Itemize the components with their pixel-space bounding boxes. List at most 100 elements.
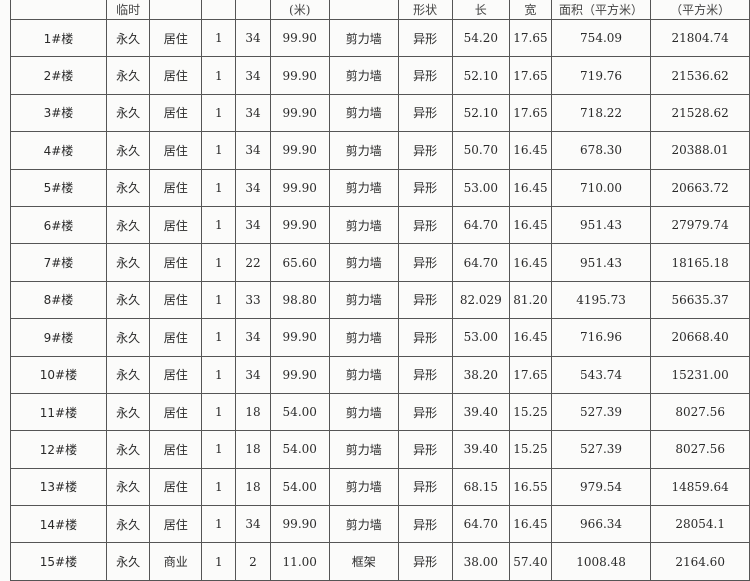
cell-structure: 剪力墙 xyxy=(328,355,399,394)
cell-total-area: 18165.18 xyxy=(650,243,750,282)
cell-total-area: 8027.56 xyxy=(650,392,750,432)
cell-base-area: 719.76 xyxy=(550,56,652,95)
table-row: 9#楼 永久 居住 1 34 99.90 剪力墙 异形 53.00 16.45 716.96 2066… xyxy=(10,318,750,357)
cell-total-area: 20668.40 xyxy=(650,318,750,357)
cell-base-area: 543.74 xyxy=(550,355,652,394)
cell-shape: 异形 xyxy=(397,205,453,245)
cell-structure: 剪力墙 xyxy=(328,467,399,507)
cell-count: 1 xyxy=(201,205,237,245)
cell-height: 54.00 xyxy=(269,467,330,507)
table-row: 11#楼 永久 居住 1 18 54.00 剪力墙 异形 39.40 15.25 527.39 802… xyxy=(10,392,750,432)
cell-width: 16.45 xyxy=(509,243,552,282)
header-height: (米) xyxy=(269,0,330,20)
cell-building-name: 8#楼 xyxy=(10,280,107,320)
cell-base-area: 710.00 xyxy=(550,168,652,207)
cell-use: 居住 xyxy=(149,430,203,469)
cell-height: 99.90 xyxy=(269,205,330,245)
cell-base-area: 951.43 xyxy=(550,205,652,245)
cell-use: 居住 xyxy=(149,355,203,394)
cell-structure: 剪力墙 xyxy=(328,56,399,95)
cell-permanence: 永久 xyxy=(105,131,151,170)
cell-base-area: 527.39 xyxy=(550,392,652,432)
cell-length: 53.00 xyxy=(451,168,511,207)
cell-permanence: 永久 xyxy=(105,392,151,432)
header-building-name xyxy=(10,0,107,20)
cell-height: 99.90 xyxy=(269,93,330,133)
cell-permanence: 永久 xyxy=(105,280,151,320)
cell-height: 54.00 xyxy=(269,430,330,469)
cell-building-name: 7#楼 xyxy=(10,243,107,282)
table-row: 15#楼 永久 商业 1 2 11.00 框架 异形 38.00 57.40 1008.48 2164… xyxy=(10,542,750,581)
header-base-area: 面积（平方米） xyxy=(550,0,652,20)
cell-permanence: 永久 xyxy=(105,205,151,245)
cell-width: 15.25 xyxy=(509,430,552,469)
table-row: 7#楼 永久 居住 1 22 65.60 剪力墙 异形 64.70 16.45 951.43 1816… xyxy=(10,243,750,282)
cell-width: 16.45 xyxy=(509,131,552,170)
cell-width: 16.45 xyxy=(509,168,552,207)
cell-permanence: 永久 xyxy=(105,467,151,507)
cell-floors: 34 xyxy=(235,56,271,95)
building-table: 临时 (米) 形状长宽面积（平方米） （平方米） 1#楼 永久 居住 1 34 99.90 剪力墙异… xyxy=(10,0,750,581)
cell-shape: 异形 xyxy=(397,392,453,432)
cell-building-name: 5#楼 xyxy=(10,168,107,207)
cell-structure: 剪力墙 xyxy=(328,205,399,245)
table-row: 13#楼 永久 居住 1 18 54.00 剪力墙 异形 68.15 16.55 979.54 148… xyxy=(10,467,750,507)
cell-count: 1 xyxy=(201,318,237,357)
cell-height: 99.90 xyxy=(269,56,330,95)
cell-count: 1 xyxy=(201,280,237,320)
header-floors xyxy=(235,0,271,20)
cell-structure: 剪力墙 xyxy=(328,18,399,58)
cell-building-name: 14#楼 xyxy=(10,505,107,544)
cell-length: 39.40 xyxy=(451,392,511,432)
cell-height: 99.90 xyxy=(269,168,330,207)
cell-shape: 异形 xyxy=(397,280,453,320)
cell-count: 1 xyxy=(201,131,237,170)
cell-structure: 剪力墙 xyxy=(328,430,399,469)
cell-length: 68.15 xyxy=(451,467,511,507)
cell-shape: 异形 xyxy=(397,430,453,469)
cell-width: 57.40 xyxy=(509,542,552,581)
cell-building-name: 9#楼 xyxy=(10,318,107,357)
cell-width: 15.25 xyxy=(509,392,552,432)
table-row: 6#楼 永久 居住 1 34 99.90 剪力墙 异形 64.70 16.45 951.43 2797… xyxy=(10,205,750,245)
cell-count: 1 xyxy=(201,56,237,95)
header-row: 临时 (米) 形状长宽面积（平方米） （平方米） xyxy=(10,0,750,20)
cell-total-area: 15231.00 xyxy=(650,355,750,394)
cell-structure: 剪力墙 xyxy=(328,243,399,282)
cell-shape: 异形 xyxy=(397,467,453,507)
cell-length: 53.00 xyxy=(451,318,511,357)
cell-building-name: 4#楼 xyxy=(10,131,107,170)
cell-structure: 框架 xyxy=(328,542,399,581)
cell-permanence: 永久 xyxy=(105,355,151,394)
cell-width: 16.45 xyxy=(509,318,552,357)
cell-height: 99.90 xyxy=(269,131,330,170)
cell-count: 1 xyxy=(201,542,237,581)
cell-use: 居住 xyxy=(149,505,203,544)
cell-structure: 剪力墙 xyxy=(328,505,399,544)
header-width: 宽 xyxy=(509,0,552,20)
cell-count: 1 xyxy=(201,505,237,544)
header-permanence: 临时 xyxy=(105,0,151,20)
cell-height: 65.60 xyxy=(269,243,330,282)
cell-floors: 34 xyxy=(235,168,271,207)
cell-use: 居住 xyxy=(149,205,203,245)
cell-shape: 异形 xyxy=(397,168,453,207)
cell-floors: 34 xyxy=(235,93,271,133)
cell-building-name: 6#楼 xyxy=(10,205,107,245)
cell-total-area: 14859.64 xyxy=(650,467,750,507)
cell-shape: 异形 xyxy=(397,93,453,133)
cell-length: 38.20 xyxy=(451,355,511,394)
cell-height: 99.90 xyxy=(269,318,330,357)
cell-floors: 34 xyxy=(235,205,271,245)
cell-use: 居住 xyxy=(149,280,203,320)
cell-floors: 34 xyxy=(235,505,271,544)
cell-height: 99.90 xyxy=(269,505,330,544)
cell-total-area: 56635.37 xyxy=(650,280,750,320)
cell-structure: 剪力墙 xyxy=(328,280,399,320)
cell-total-area: 8027.56 xyxy=(650,430,750,469)
header-shape: 形状 xyxy=(397,0,453,20)
cell-count: 1 xyxy=(201,18,237,58)
cell-use: 居住 xyxy=(149,318,203,357)
header-count xyxy=(201,0,237,20)
cell-length: 64.70 xyxy=(451,243,511,282)
